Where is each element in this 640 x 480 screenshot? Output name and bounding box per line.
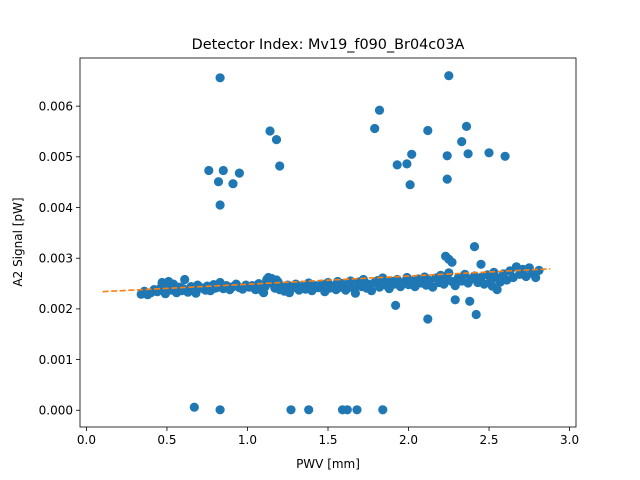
data-point	[442, 151, 452, 161]
data-point	[471, 309, 481, 320]
y-tick-label: 0.003	[39, 252, 73, 266]
data-point	[352, 405, 362, 415]
data-point	[444, 71, 454, 81]
data-point	[286, 405, 296, 415]
data-point	[450, 295, 460, 305]
y-tick-label: 0.001	[39, 353, 73, 367]
data-point	[204, 165, 214, 176]
data-point	[275, 161, 285, 171]
x-tick-label: 1.0	[238, 433, 257, 447]
data-point	[265, 126, 275, 136]
data-point	[215, 405, 225, 415]
y-axis-ticks: 0.000 0.001 0.002 0.003 0.004 0.005 0.006	[39, 99, 80, 418]
data-point	[215, 200, 225, 210]
x-tick-label: 2.5	[479, 433, 498, 447]
data-point	[350, 288, 360, 298]
data-point	[366, 286, 377, 296]
data-point	[531, 272, 541, 283]
data-point	[460, 269, 470, 279]
data-point	[378, 405, 388, 415]
plot-frame	[79, 57, 577, 428]
data-point	[500, 151, 510, 161]
data-point	[391, 300, 401, 310]
data-point	[476, 259, 486, 269]
data-point	[423, 125, 433, 136]
data-point	[461, 121, 472, 131]
fit-line	[102, 268, 551, 293]
x-tick-label: 2.0	[399, 433, 418, 447]
data-point	[407, 149, 417, 159]
data-point	[402, 159, 412, 169]
x-axis-ticks: 0.0 0.5 1.0 1.5 2.0 2.5 3.0	[77, 427, 579, 447]
data-point	[428, 282, 438, 292]
x-tick-label: 3.0	[560, 433, 579, 447]
y-tick-label: 0.000	[39, 404, 73, 418]
x-tick-label: 0.5	[157, 433, 176, 447]
y-tick-label: 0.004	[39, 201, 73, 215]
data-point	[457, 137, 467, 147]
y-tick-label: 0.005	[39, 150, 73, 164]
data-point	[342, 405, 352, 415]
data-point	[180, 274, 190, 285]
data-point	[492, 285, 502, 295]
x-tick-label: 0.0	[77, 433, 96, 447]
x-axis-label: PWV [mm]	[296, 457, 360, 471]
data-point	[447, 257, 457, 267]
data-point	[465, 296, 475, 306]
fit-line-group	[102, 268, 551, 293]
data-point	[484, 148, 494, 158]
data-point	[392, 160, 402, 170]
data-point	[374, 105, 385, 115]
y-axis-label: A2 Signal [pW]	[11, 197, 25, 286]
data-point	[423, 314, 433, 324]
y-tick-label: 0.002	[39, 302, 73, 316]
data-point	[271, 135, 282, 145]
y-tick-label: 0.006	[39, 99, 73, 113]
data-point	[228, 179, 238, 189]
data-point	[405, 180, 415, 190]
data-point	[189, 402, 199, 412]
data-point	[218, 165, 228, 176]
data-point	[444, 268, 454, 278]
data-point	[370, 123, 380, 134]
data-point	[463, 149, 473, 159]
chart-title: Detector Index: Mv19_f090_Br04c03A	[192, 37, 465, 53]
data-point	[234, 168, 244, 178]
data-point	[215, 73, 225, 83]
data-point	[450, 281, 460, 291]
data-point	[304, 405, 314, 415]
data-point	[469, 242, 480, 252]
data-point	[213, 177, 224, 187]
data-point	[442, 174, 452, 184]
x-tick-label: 1.5	[318, 433, 337, 447]
data-point	[534, 265, 544, 275]
